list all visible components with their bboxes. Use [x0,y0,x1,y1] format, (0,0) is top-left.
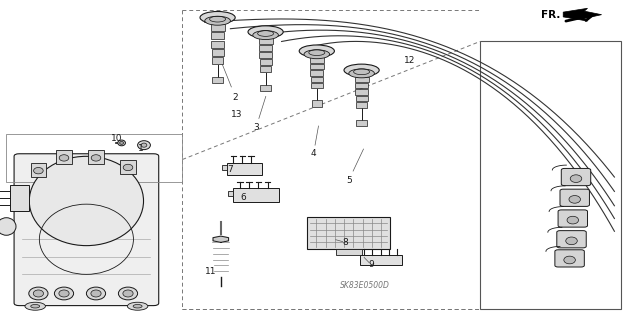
Text: 4: 4 [311,149,316,158]
Bar [360,255,402,265]
Text: 9: 9 [369,260,374,269]
Bar [222,165,227,170]
Bar [310,64,323,69]
Bar [88,150,104,164]
Bar [260,59,272,65]
Ellipse shape [33,290,44,297]
Bar [310,57,324,63]
Text: 6: 6 [241,193,246,202]
Ellipse shape [200,11,236,24]
Ellipse shape [141,143,147,147]
Bar [356,120,367,126]
FancyBboxPatch shape [557,231,586,248]
Text: 12: 12 [404,56,415,65]
Ellipse shape [31,304,40,308]
Ellipse shape [344,64,379,76]
Bar [211,24,225,31]
Ellipse shape [133,304,142,308]
Ellipse shape [569,196,580,203]
Ellipse shape [59,290,69,297]
Ellipse shape [60,155,69,161]
Bar [212,57,223,64]
Ellipse shape [304,50,330,59]
Bar [227,163,262,175]
Text: 5: 5 [346,176,351,185]
Bar [6,134,182,182]
Text: 1: 1 [138,144,143,153]
Text: 10: 10 [111,134,123,143]
Bar [355,77,369,82]
Ellipse shape [29,287,48,300]
Bar [228,191,233,196]
Ellipse shape [127,302,148,310]
Bar [312,100,322,107]
Bar [260,66,271,72]
Bar [56,150,72,164]
FancyBboxPatch shape [560,189,589,206]
Ellipse shape [567,216,579,224]
Ellipse shape [349,69,374,78]
Text: 2: 2 [233,93,238,102]
Ellipse shape [564,256,575,264]
FancyBboxPatch shape [555,250,584,267]
Bar [311,77,323,82]
Bar [259,45,273,51]
FancyBboxPatch shape [14,154,159,306]
Ellipse shape [138,141,150,150]
Text: 11: 11 [205,267,217,276]
Ellipse shape [205,16,230,25]
Text: 7: 7 [228,165,233,174]
Ellipse shape [91,290,101,297]
Bar [211,32,225,39]
Text: FR.: FR. [541,10,560,20]
Ellipse shape [570,175,582,182]
Bar [120,160,136,174]
Ellipse shape [253,31,278,40]
Ellipse shape [300,45,335,57]
Ellipse shape [54,287,74,300]
Bar [336,249,362,255]
Bar [233,188,279,202]
Bar [356,96,367,101]
Ellipse shape [34,167,43,174]
Bar [480,41,621,309]
FancyBboxPatch shape [561,168,591,186]
Bar [260,85,271,91]
Bar [355,83,369,88]
Ellipse shape [92,155,101,161]
Bar [355,89,368,95]
Bar [356,102,367,108]
Ellipse shape [248,26,283,38]
Ellipse shape [123,164,133,171]
Bar [212,77,223,83]
Ellipse shape [0,218,16,235]
Ellipse shape [29,156,143,246]
FancyBboxPatch shape [558,210,588,227]
Bar [211,41,224,48]
Ellipse shape [25,302,45,310]
Ellipse shape [118,140,125,146]
Bar [31,163,46,177]
Ellipse shape [86,287,106,300]
Text: 3: 3 [253,123,259,132]
Polygon shape [563,8,602,21]
Polygon shape [213,236,228,242]
Ellipse shape [118,287,138,300]
Text: 13: 13 [231,110,243,119]
Bar [259,52,272,58]
Bar [310,70,323,76]
Text: SK83E0500D: SK83E0500D [340,281,390,290]
Bar [259,38,273,44]
Bar [10,185,29,211]
Ellipse shape [566,237,577,245]
Bar [211,49,224,56]
Bar [307,217,390,249]
Ellipse shape [123,290,133,297]
Text: 8: 8 [343,238,348,247]
Ellipse shape [120,142,124,144]
Bar [311,83,323,88]
